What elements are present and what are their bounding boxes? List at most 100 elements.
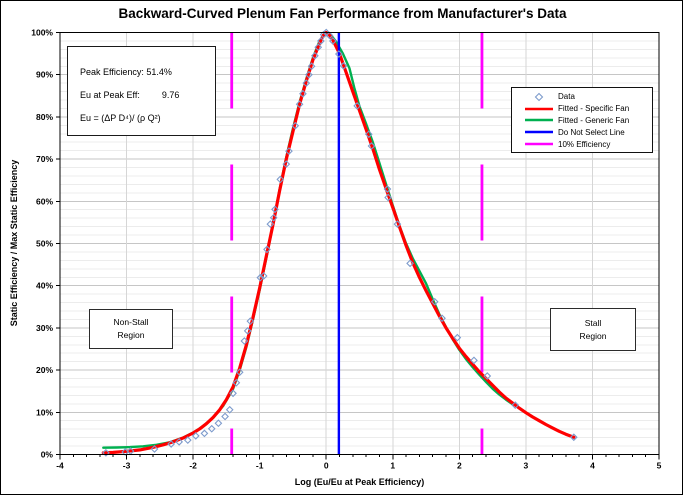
data-point-marker (430, 297, 439, 306)
data-point-marker (229, 389, 237, 398)
legend-item: Fitted - Generic Fan (524, 115, 652, 127)
x-axis-title: Log (Eu/Eu at Peak Efficiency) (294, 477, 425, 487)
x-tick-label: -1 (256, 461, 264, 471)
data-point-marker (256, 273, 265, 282)
data-point-marker (393, 220, 402, 228)
data-point-marker (276, 175, 285, 184)
data-point-marker (470, 356, 478, 365)
legend-item: 10% Efficiency (524, 138, 652, 150)
data-point-marker (285, 147, 293, 155)
stall-region-label: Stall Region (550, 308, 636, 351)
legend-item-label: Fitted - Specific Fan (558, 104, 630, 114)
data-point-marker (214, 419, 223, 428)
legend-item: Do Not Select Line (524, 126, 652, 138)
x-tick-label: 5 (657, 461, 662, 471)
data-point-marker (353, 102, 362, 110)
data-point-marker (271, 205, 279, 214)
peak-efficiency-info-box: Peak Efficiency: 51.4% Eu at Peak Eff: 9… (67, 46, 216, 136)
x-tick-label: 3 (524, 461, 529, 471)
stall-line2: Region (579, 330, 607, 341)
eu-at-peak-text: Eu at Peak Eff: 9.76 (80, 83, 215, 106)
y-tick-label: 80% (36, 112, 53, 122)
data-point-marker (235, 368, 244, 377)
data-point-marker (311, 51, 319, 60)
legend-item: Fitted - Specific Fan (524, 103, 652, 115)
legend: Data Fitted - Specific Fan Fitted - Generi… (511, 87, 653, 153)
data-point-marker (291, 121, 300, 130)
data-point-marker (183, 436, 192, 445)
x-tick-label: -2 (189, 461, 197, 471)
y-tick-label: 30% (36, 323, 53, 333)
legend-item-label: Do Not Select Line (558, 127, 625, 137)
legend-line-swatch-icon (524, 115, 554, 125)
y-tick-label: 90% (36, 70, 53, 80)
non-stall-region-label: Non-Stall Region (89, 309, 173, 349)
data-point-marker (302, 79, 311, 88)
data-point-marker (305, 70, 313, 79)
data-point-marker (263, 245, 271, 254)
data-point-markers (102, 28, 578, 457)
y-tick-label: 100% (31, 28, 53, 38)
non-stall-line2: Region (117, 330, 145, 340)
legend-line-swatch-icon (524, 139, 554, 149)
data-point-marker (240, 337, 249, 345)
data-point-marker (569, 433, 578, 442)
data-point-marker (406, 259, 414, 268)
x-tick-label: 4 (590, 461, 595, 471)
axes (56, 31, 660, 460)
legend-item-label: Data (558, 92, 575, 102)
y-tick-label: 10% (36, 407, 53, 417)
data-point-marker (102, 448, 110, 457)
x-tick-label: 2 (457, 461, 462, 471)
data-point-marker (367, 142, 376, 150)
data-point-marker (339, 61, 348, 70)
data-point-marker (453, 333, 462, 342)
data-point-marker (200, 429, 209, 438)
data-point-marker (319, 30, 328, 39)
data-point-marker (246, 317, 255, 326)
y-tick-label: 40% (36, 281, 53, 291)
non-stall-line1: Non-Stall (113, 317, 149, 327)
data-point-marker (307, 62, 316, 71)
fitted-specific-fan-curve (101, 30, 576, 455)
y-tick-label: 50% (36, 239, 53, 249)
y-axis-title: Static Efficiency / Max Static Efficienc… (9, 159, 19, 327)
y-tick-label: 70% (36, 154, 53, 164)
data-point-marker (243, 326, 252, 335)
eu-formula-text: Eu = (ΔP D⁴)/ (ρ Q²) (80, 112, 161, 123)
y-tick-label: 20% (36, 365, 53, 375)
legend-diamond-marker-icon (524, 92, 554, 102)
x-tick-label: 1 (390, 461, 395, 471)
data-point-marker (325, 31, 334, 40)
data-point-marker (295, 100, 304, 109)
data-point-marker (334, 50, 343, 58)
data-point-marker (383, 185, 392, 193)
data-point-marker (207, 424, 216, 433)
data-point-marker (167, 440, 176, 448)
x-tick-label: -4 (56, 461, 64, 471)
x-tick-label: 0 (324, 461, 329, 471)
data-point-marker (329, 37, 337, 45)
data-point-marker (317, 37, 325, 45)
y-tick-label: 0% (41, 450, 54, 460)
eu-at-peak-label: Eu at Peak Eff: (80, 89, 140, 100)
data-point-marker (314, 43, 323, 52)
ten-percent-efficiency-lines (230, 32, 484, 455)
legend-line-swatch-icon (524, 127, 554, 137)
legend-line-swatch-icon (524, 104, 554, 114)
data-point-marker (225, 405, 234, 414)
data-point-marker (150, 445, 159, 453)
x-tick-label: -3 (123, 461, 131, 471)
data-point-marker (232, 378, 241, 387)
data-point-marker (266, 220, 275, 228)
data-point-marker (221, 412, 229, 421)
data-point-marker (384, 193, 392, 202)
legend-item: Data (524, 91, 652, 103)
data-point-marker (175, 437, 184, 446)
tick-labels: -4 -3 -2 -1 0 1 2 3 4 50%10%20%30%40%50%60%70%80%… (31, 28, 661, 471)
data-point-marker (511, 401, 520, 410)
legend-item-label: Fitted - Generic Fan (558, 115, 630, 125)
data-point-marker (299, 89, 307, 98)
data-point-marker (438, 314, 446, 323)
